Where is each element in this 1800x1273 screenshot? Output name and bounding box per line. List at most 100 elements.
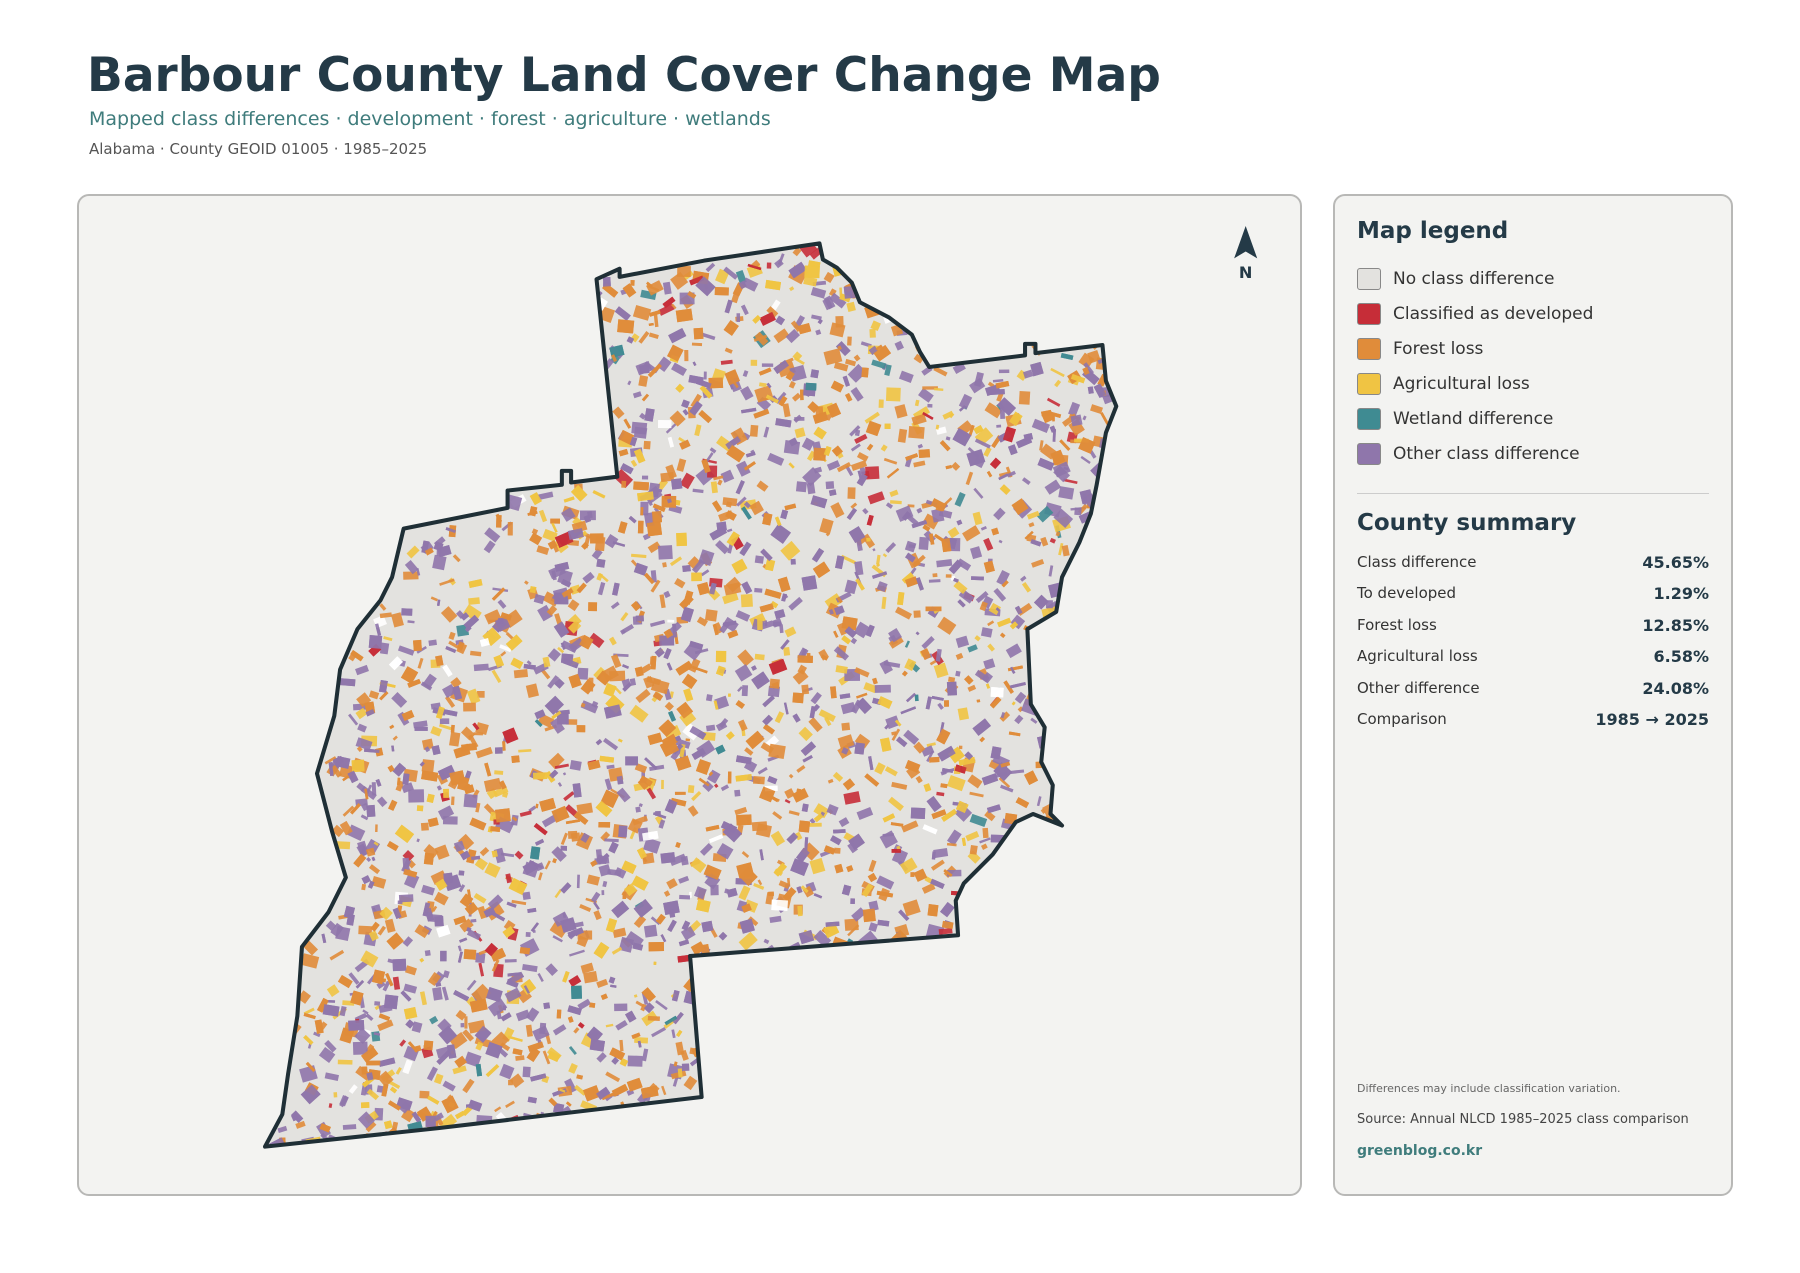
legend-swatch (1357, 408, 1381, 430)
change-patch (1020, 575, 1027, 582)
change-patch (479, 847, 490, 857)
change-patch (983, 446, 992, 457)
change-patch (597, 581, 606, 596)
change-patch (898, 370, 914, 383)
change-patch (392, 958, 407, 972)
summary-value: 6.58% (1653, 647, 1709, 667)
change-patch (342, 805, 355, 817)
change-patch (441, 986, 449, 1001)
change-patch (583, 970, 598, 984)
change-patch (590, 891, 601, 903)
change-patch (413, 639, 422, 652)
change-patch (757, 617, 763, 630)
change-patch (1052, 414, 1055, 422)
legend-label: Agricultural loss (1393, 374, 1530, 394)
change-patch (570, 832, 581, 842)
change-patch (795, 481, 807, 493)
change-patch (397, 711, 410, 726)
change-patch (744, 747, 754, 756)
change-patch (402, 850, 415, 862)
change-patch (804, 265, 820, 279)
change-patch (672, 1075, 679, 1087)
change-patch (604, 778, 613, 791)
change-patch (922, 386, 938, 390)
change-patch (874, 762, 886, 775)
change-patch (1036, 505, 1054, 523)
page-title: Barbour County Land Cover Change Map (87, 48, 1161, 103)
change-patch (611, 946, 623, 955)
change-patch (450, 724, 455, 733)
change-patch (560, 653, 574, 664)
change-patch (603, 737, 619, 751)
change-patch (833, 361, 849, 372)
change-patch (495, 808, 511, 823)
change-patch (460, 1023, 465, 1028)
change-patch (947, 676, 956, 683)
summary-row: Comparison 1985 → 2025 (1357, 710, 1709, 729)
change-patch (773, 328, 790, 344)
change-patch (951, 461, 961, 471)
change-patch (684, 349, 689, 362)
change-patch (571, 985, 582, 999)
change-patch (797, 664, 808, 675)
change-patch (945, 574, 952, 578)
change-patch (513, 669, 529, 679)
sidebar: Map legend No class difference Classified… (1333, 194, 1733, 1196)
change-patch (357, 723, 367, 733)
change-patch (419, 1090, 430, 1099)
change-patch (841, 722, 851, 731)
change-patch (676, 458, 687, 472)
change-patch (790, 558, 796, 565)
change-patch (998, 369, 1010, 374)
change-patch (774, 711, 785, 724)
change-patch (714, 286, 729, 296)
change-patch (1070, 414, 1083, 427)
change-patch (867, 491, 885, 505)
north-label: N (1239, 263, 1253, 282)
change-patch (878, 399, 884, 408)
change-patch (716, 842, 734, 860)
change-patch (458, 870, 465, 876)
change-patch (942, 410, 954, 420)
change-patch (749, 424, 759, 437)
change-patch (836, 462, 852, 473)
change-patch (715, 268, 730, 285)
change-patch (772, 811, 783, 820)
change-patch (974, 635, 981, 642)
change-patch (705, 694, 713, 702)
change-patch (371, 782, 377, 796)
change-patch (927, 403, 933, 408)
change-patch (362, 1009, 369, 1015)
change-patch (742, 370, 749, 378)
change-patch (883, 457, 898, 465)
change-patch (429, 1015, 439, 1025)
change-patch (600, 831, 611, 842)
change-patch (416, 805, 424, 812)
change-patch (382, 980, 391, 992)
change-patch (743, 501, 751, 509)
summary-label: Agricultural loss (1357, 647, 1478, 666)
change-patch (557, 646, 565, 654)
summary-label: Forest loss (1357, 615, 1437, 634)
change-patch (879, 659, 893, 675)
change-patch (825, 481, 835, 490)
change-patch (827, 778, 834, 784)
change-patch (468, 597, 480, 605)
change-patch (1048, 565, 1054, 577)
change-patch (871, 359, 887, 369)
change-patch (769, 678, 780, 689)
change-patch (952, 362, 966, 374)
change-patch (792, 669, 809, 685)
change-patch (844, 358, 857, 367)
change-patch (847, 487, 856, 499)
change-patch (580, 702, 586, 708)
legend-item: Agricultural loss (1357, 371, 1530, 397)
change-patch (421, 738, 434, 751)
change-patch (402, 773, 410, 786)
change-patch (903, 729, 920, 745)
change-patch (452, 554, 461, 563)
change-patch (763, 426, 770, 438)
change-patch (788, 381, 796, 389)
change-patch (651, 1026, 667, 1038)
site: greenblog.co.kr (1357, 1143, 1483, 1159)
